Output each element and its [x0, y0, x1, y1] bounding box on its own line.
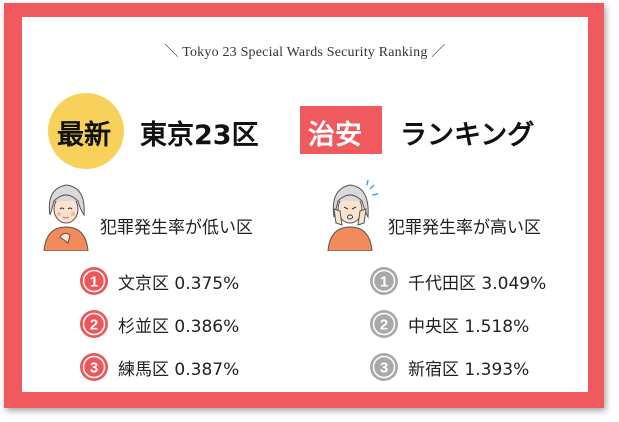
title-ranking: ランキング	[400, 120, 535, 151]
low-rank-2-text: 杉並区 0.386%	[118, 317, 240, 337]
svg-text:1: 1	[380, 274, 388, 291]
high-rank-3-text: 新宿区 1.393%	[408, 360, 530, 380]
high-rank-1-text: 千代田区 3.049%	[408, 274, 547, 294]
high-rank-2-text: 中央区 1.518%	[408, 317, 530, 337]
rank-3-red-icon: 3	[80, 353, 108, 381]
yellow-circle	[48, 93, 124, 169]
title-latest: 最新	[57, 120, 111, 151]
rank-1-gray-icon: 1	[370, 267, 398, 295]
svg-text:2: 2	[90, 317, 98, 334]
title-safety: 治安	[308, 120, 362, 151]
safety-badge	[300, 106, 382, 154]
low-crime-heading: 犯罪発生率が低い区	[100, 218, 253, 238]
svg-text:1: 1	[90, 274, 98, 291]
rank-2-gray-icon: 2	[370, 310, 398, 338]
rank-2-red-icon: 2	[80, 310, 108, 338]
card-body: ＼ Tokyo 23 Special Wards Security Rankin…	[22, 17, 588, 392]
low-rank-1-text: 文京区 0.375%	[118, 274, 240, 294]
worried-woman-icon	[327, 179, 379, 251]
calm-woman-icon	[43, 184, 89, 251]
high-crime-heading: 犯罪発生率が高い区	[388, 218, 541, 238]
svg-text:2: 2	[380, 317, 388, 334]
rank-3-gray-icon: 3	[370, 353, 398, 381]
rank-1-red-icon: 1	[80, 267, 108, 295]
english-subtitle: ＼ Tokyo 23 Special Wards Security Rankin…	[164, 45, 446, 60]
title-tokyo-23-wards: 東京23区	[140, 120, 259, 151]
svg-text:3: 3	[90, 360, 98, 377]
svg-text:3: 3	[380, 360, 388, 377]
red-frame: ＼ Tokyo 23 Special Wards Security Rankin…	[4, 3, 604, 408]
low-rank-3-text: 練馬区 0.387%	[118, 360, 240, 380]
